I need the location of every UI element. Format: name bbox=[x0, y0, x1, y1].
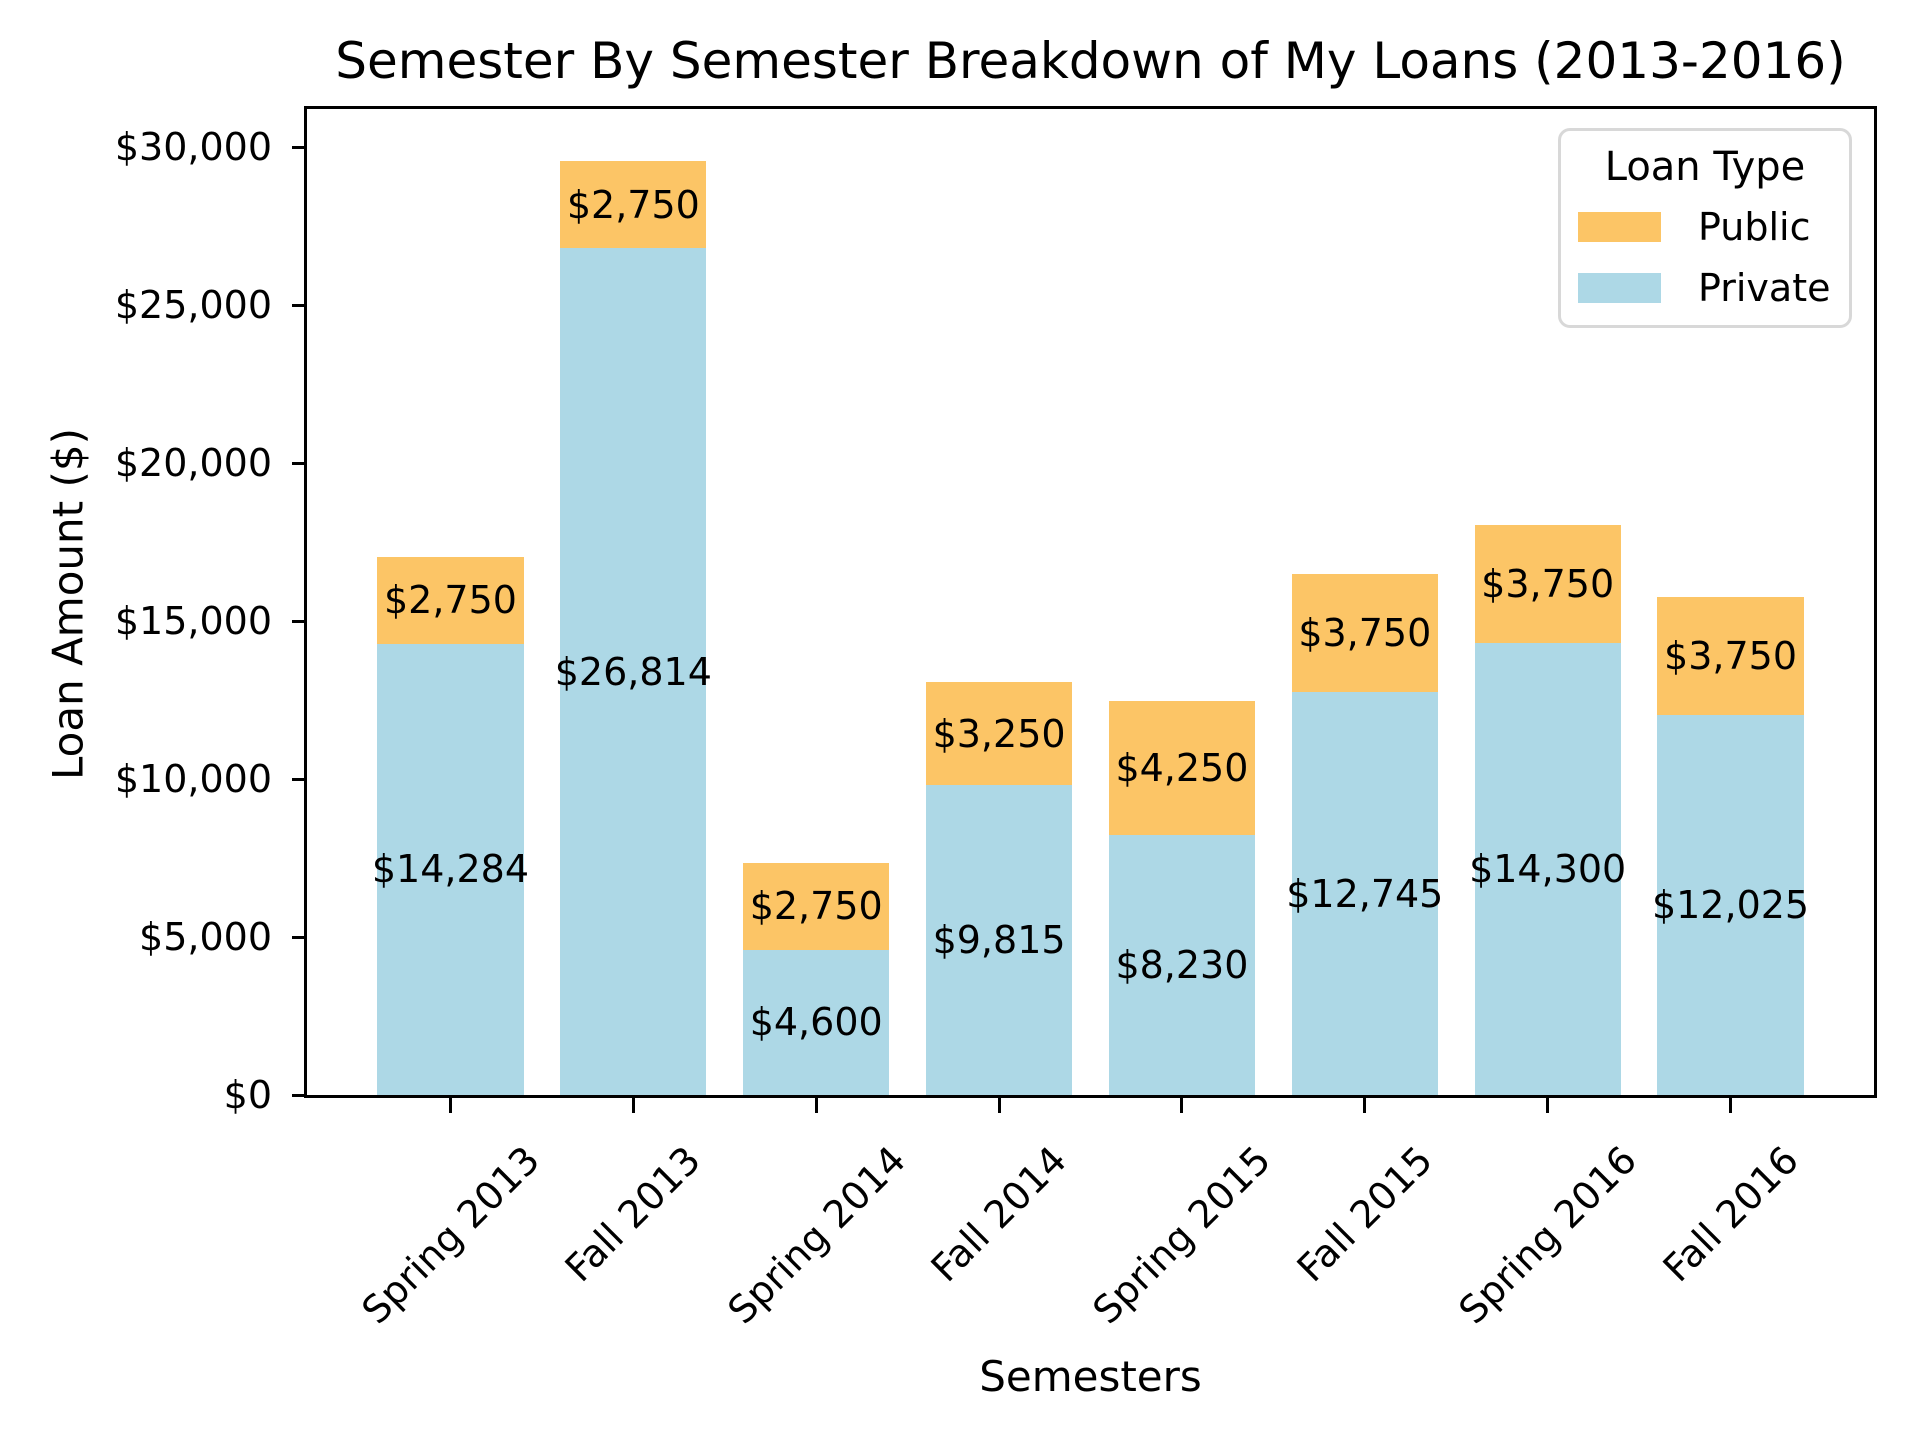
bar-value-label-private: $4,600 bbox=[749, 1000, 883, 1045]
y-tick-label: $10,000 bbox=[114, 757, 272, 802]
bar-value-label-public: $3,250 bbox=[932, 711, 1066, 756]
bar-segment-private bbox=[560, 248, 707, 1095]
x-tick-mark bbox=[448, 1097, 452, 1113]
y-tick-mark bbox=[292, 1093, 304, 1097]
x-axis-label: Semesters bbox=[979, 1352, 1202, 1401]
bar-segment-public bbox=[1291, 574, 1438, 693]
y-tick-label: $20,000 bbox=[114, 441, 272, 486]
bar-segment-private bbox=[925, 785, 1073, 1095]
bar-value-label-public: $2,750 bbox=[566, 182, 700, 227]
y-tick-mark bbox=[292, 145, 304, 149]
y-tick-mark bbox=[292, 935, 304, 939]
x-tick-mark bbox=[1363, 1097, 1367, 1113]
bar-segment-private bbox=[1474, 643, 1621, 1095]
y-tick-label: $25,000 bbox=[114, 283, 272, 328]
x-tick-label: Fall 2015 bbox=[1288, 1138, 1441, 1291]
bar-value-label-private: $9,815 bbox=[932, 918, 1066, 962]
bar-segment-private bbox=[1108, 835, 1256, 1095]
bar-segment-public bbox=[560, 161, 707, 249]
bar-segment-private bbox=[1291, 692, 1438, 1095]
legend: Loan Type Public Private bbox=[1558, 128, 1852, 328]
bar-value-label-private: $14,284 bbox=[371, 847, 530, 892]
y-tick-mark bbox=[292, 461, 304, 465]
x-tick-mark bbox=[997, 1097, 1001, 1113]
legend-label-private: Private bbox=[1698, 266, 1831, 310]
chart-title: Semester By Semester Breakdown of My Loa… bbox=[335, 32, 1846, 90]
bar-value-label-public: $2,750 bbox=[383, 578, 517, 623]
x-tick-mark bbox=[1546, 1097, 1550, 1113]
bar-value-label-private: $26,814 bbox=[554, 649, 712, 694]
y-tick-label: $0 bbox=[223, 1073, 272, 1117]
x-tick-label: Fall 2016 bbox=[1654, 1138, 1807, 1291]
bar-segment-public bbox=[925, 682, 1073, 785]
y-tick-label: $5,000 bbox=[139, 915, 272, 960]
bar-value-label-public: $2,750 bbox=[749, 884, 883, 929]
bar-segment-public bbox=[1657, 596, 1804, 716]
y-tick-mark bbox=[292, 303, 304, 307]
bar-value-label-private: $12,025 bbox=[1651, 883, 1810, 928]
y-tick-label: $15,000 bbox=[114, 599, 272, 644]
legend-title: Loan Type bbox=[1604, 144, 1806, 190]
bar-segment-private bbox=[743, 949, 890, 1095]
bar-value-label-public: $4,250 bbox=[1115, 745, 1249, 790]
legend-entry-public: Public bbox=[1578, 205, 1811, 249]
legend-swatch-public bbox=[1578, 212, 1661, 242]
x-tick-mark bbox=[1180, 1097, 1184, 1113]
bar-segment-public bbox=[1108, 700, 1256, 836]
bar-value-label-public: $3,750 bbox=[1481, 562, 1615, 607]
y-tick-mark bbox=[292, 777, 304, 781]
x-tick-mark bbox=[631, 1097, 635, 1113]
x-tick-label: Spring 2013 bbox=[353, 1137, 549, 1333]
x-tick-label: Spring 2014 bbox=[719, 1137, 914, 1333]
y-tick-mark bbox=[292, 619, 304, 623]
bar-value-label-private: $12,745 bbox=[1286, 871, 1444, 916]
bar-segment-public bbox=[1474, 524, 1621, 644]
y-axis-label: Loan Amount ($) bbox=[43, 428, 93, 780]
x-tick-label: Fall 2013 bbox=[556, 1138, 710, 1291]
legend-entry-private: Private bbox=[1578, 266, 1831, 310]
bar-value-label-public: $3,750 bbox=[1298, 611, 1432, 656]
x-tick-label: Fall 2014 bbox=[922, 1138, 1076, 1291]
bar-value-label-public: $3,750 bbox=[1664, 633, 1798, 678]
x-tick-label: Spring 2015 bbox=[1084, 1137, 1280, 1333]
bar-value-label-private: $8,230 bbox=[1115, 943, 1249, 988]
y-tick-label: $30,000 bbox=[114, 125, 272, 170]
legend-swatch-private bbox=[1578, 273, 1661, 303]
x-tick-mark bbox=[814, 1097, 818, 1113]
bar-segment-public bbox=[743, 862, 890, 950]
bar-segment-private bbox=[377, 643, 524, 1095]
x-tick-label: Spring 2016 bbox=[1450, 1137, 1646, 1333]
legend-label-public: Public bbox=[1698, 205, 1811, 249]
bar-segment-public bbox=[377, 556, 524, 644]
bar-value-label-private: $14,300 bbox=[1469, 847, 1627, 892]
bar-segment-private bbox=[1657, 715, 1804, 1095]
x-tick-mark bbox=[1729, 1097, 1733, 1113]
